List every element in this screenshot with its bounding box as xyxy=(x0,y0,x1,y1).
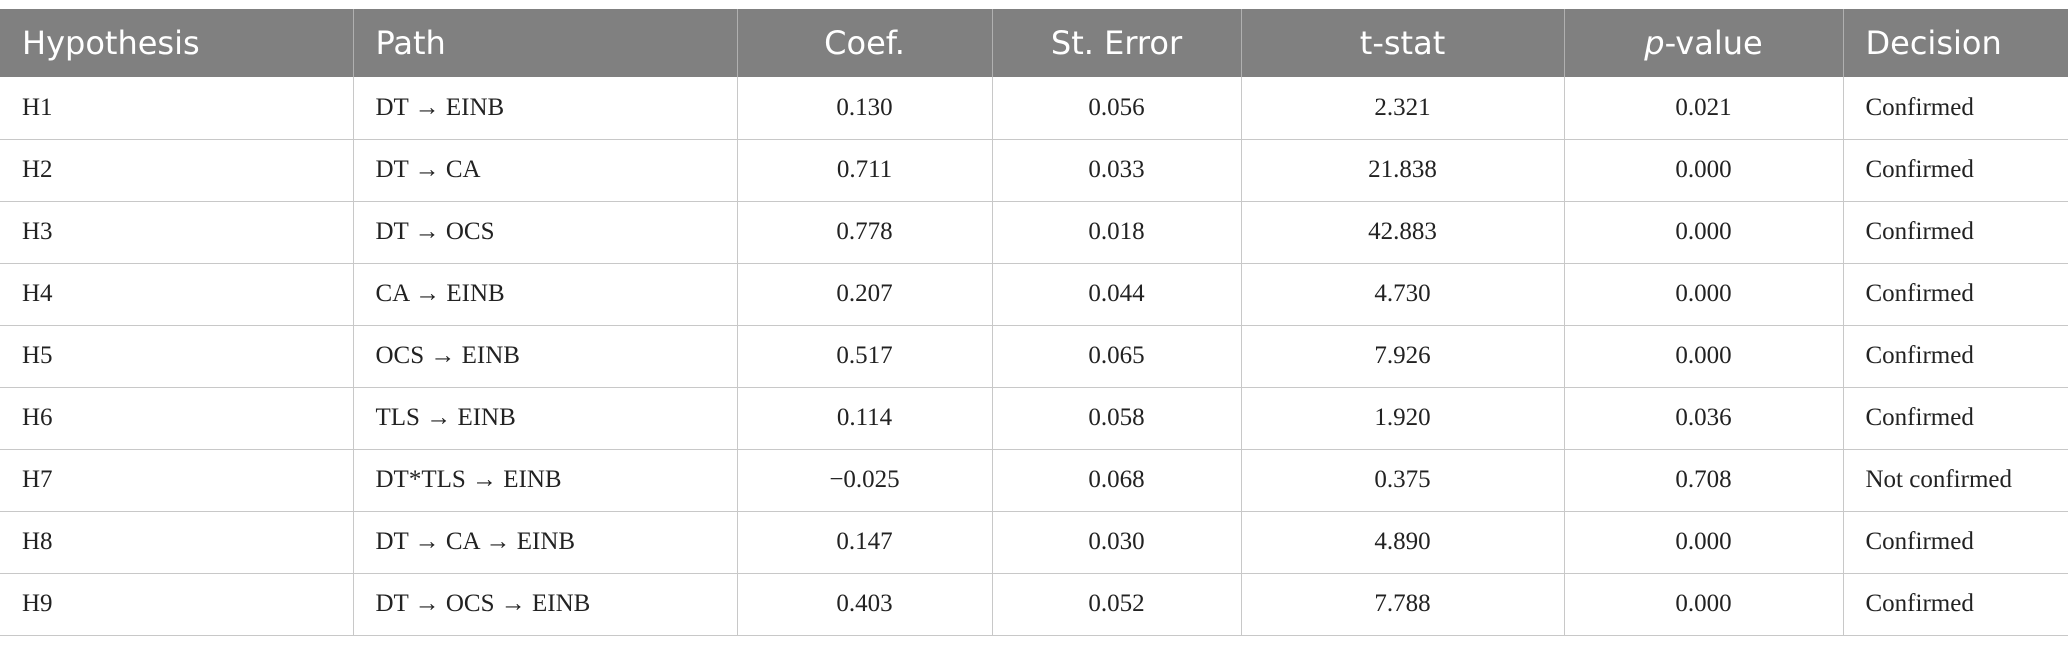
table-cell: 42.883 xyxy=(1241,201,1565,264)
table-row: H9 DT → OCS → EINB 0.403 0.052 7.788 0.000 Con… xyxy=(0,573,2068,636)
table-cell: H9 xyxy=(0,573,354,636)
table-cell: DT → EINB xyxy=(353,77,738,140)
table-cell: 0.000 xyxy=(1564,201,1844,264)
table-cell: DT → OCS → EINB xyxy=(353,573,738,636)
table-cell: 0.114 xyxy=(737,387,993,450)
table-cell: H6 xyxy=(0,387,354,450)
header-text: Decision xyxy=(1865,24,2002,62)
table-cell: 0.000 xyxy=(1564,511,1844,574)
table-cell: 0.065 xyxy=(992,325,1242,388)
table-cell: H2 xyxy=(0,139,354,202)
table-row: H1 DT → EINB 0.130 0.056 2.321 0.021 Confirmed xyxy=(0,77,2068,140)
table-cell: TLS → EINB xyxy=(353,387,738,450)
table-cell: DT*TLS → EINB xyxy=(353,449,738,512)
table-cell: 0.130 xyxy=(737,77,993,140)
table-container: Hypothesis Path Coef. St. Error t-stat p-valu… xyxy=(0,9,2068,636)
header-cell: Coef. xyxy=(737,9,993,77)
table-cell: Confirmed xyxy=(1843,573,2068,636)
table-cell: CA → EINB xyxy=(353,263,738,326)
table-cell: 0.021 xyxy=(1564,77,1844,140)
header-cell: t-stat xyxy=(1241,9,1565,77)
table-cell: 0.052 xyxy=(992,573,1242,636)
header-cell: Hypothesis xyxy=(0,9,354,77)
table-cell: 0.000 xyxy=(1564,139,1844,202)
table-cell: 0.058 xyxy=(992,387,1242,450)
results-table: Hypothesis Path Coef. St. Error t-stat p-valu… xyxy=(0,9,2068,636)
table-cell: 0.708 xyxy=(1564,449,1844,512)
table-cell: H3 xyxy=(0,201,354,264)
table-cell: 7.788 xyxy=(1241,573,1565,636)
table-cell: H8 xyxy=(0,511,354,574)
table-cell: 0.711 xyxy=(737,139,993,202)
table-cell: 0.375 xyxy=(1241,449,1565,512)
table-cell: 0.056 xyxy=(992,77,1242,140)
table-body: H1 DT → EINB 0.130 0.056 2.321 0.021 Confirmed… xyxy=(0,77,2068,636)
table-cell: 0.018 xyxy=(992,201,1242,264)
table-cell: 4.890 xyxy=(1241,511,1565,574)
table-cell: Confirmed xyxy=(1843,201,2068,264)
table-cell: 0.030 xyxy=(992,511,1242,574)
table-row: H8 DT → CA → EINB 0.147 0.030 4.890 0.000 Conf… xyxy=(0,511,2068,574)
table-cell: 0.036 xyxy=(1564,387,1844,450)
table-cell: −0.025 xyxy=(737,449,993,512)
table-cell: 0.403 xyxy=(737,573,993,636)
header-cell: Path xyxy=(353,9,738,77)
header-cell: St. Error xyxy=(992,9,1242,77)
header-text: Hypothesis xyxy=(22,24,200,62)
table-cell: Confirmed xyxy=(1843,77,2068,140)
table-cell: 0.517 xyxy=(737,325,993,388)
table-cell: 0.778 xyxy=(737,201,993,264)
table-cell: H4 xyxy=(0,263,354,326)
table-cell: 0.000 xyxy=(1564,325,1844,388)
table-cell: Confirmed xyxy=(1843,511,2068,574)
header-text: t-stat xyxy=(1359,24,1446,62)
header-text: Coef. xyxy=(824,24,905,62)
table-row: H5 OCS → EINB 0.517 0.065 7.926 0.000 Confirme… xyxy=(0,325,2068,388)
table-cell: Confirmed xyxy=(1843,263,2068,326)
table-cell: H1 xyxy=(0,77,354,140)
table-row: H2 DT → CA 0.711 0.033 21.838 0.000 Confirmed xyxy=(0,139,2068,202)
table-cell: Confirmed xyxy=(1843,387,2068,450)
header-text: Path xyxy=(375,24,446,62)
table-row: H4 CA → EINB 0.207 0.044 4.730 0.000 Confirmed xyxy=(0,263,2068,326)
table-cell: 0.044 xyxy=(992,263,1242,326)
table-row: H3 DT → OCS 0.778 0.018 42.883 0.000 Confirmed xyxy=(0,201,2068,264)
table-cell: 0.033 xyxy=(992,139,1242,202)
table-cell: DT → CA xyxy=(353,139,738,202)
header-row: Hypothesis Path Coef. St. Error t-stat p-valu… xyxy=(0,9,2068,77)
table-cell: 2.321 xyxy=(1241,77,1565,140)
table-cell: Not confirmed xyxy=(1843,449,2068,512)
table-cell: 21.838 xyxy=(1241,139,1565,202)
table-row: H6 TLS → EINB 0.114 0.058 1.920 0.036 Confirme… xyxy=(0,387,2068,450)
table-cell: DT → CA → EINB xyxy=(353,511,738,574)
table-cell: Confirmed xyxy=(1843,325,2068,388)
table-row: H7 DT*TLS → EINB −0.025 0.068 0.375 0.708 Not … xyxy=(0,449,2068,512)
table-cell: 0.147 xyxy=(737,511,993,574)
header-cell: Decision xyxy=(1843,9,2068,77)
header-cell: p-value xyxy=(1564,9,1844,77)
header-text: St. Error xyxy=(1050,24,1183,62)
table-cell: 0.000 xyxy=(1564,573,1844,636)
table-cell: DT → OCS xyxy=(353,201,738,264)
table-cell: H5 xyxy=(0,325,354,388)
table-cell: 7.926 xyxy=(1241,325,1565,388)
table-cell: H7 xyxy=(0,449,354,512)
table-cell: OCS → EINB xyxy=(353,325,738,388)
table-cell: 4.730 xyxy=(1241,263,1565,326)
table-cell: Confirmed xyxy=(1843,139,2068,202)
header-text: p-value xyxy=(1644,24,1763,62)
table-cell: 0.207 xyxy=(737,263,993,326)
table-cell: 0.000 xyxy=(1564,263,1844,326)
table-cell: 0.068 xyxy=(992,449,1242,512)
table-cell: 1.920 xyxy=(1241,387,1565,450)
